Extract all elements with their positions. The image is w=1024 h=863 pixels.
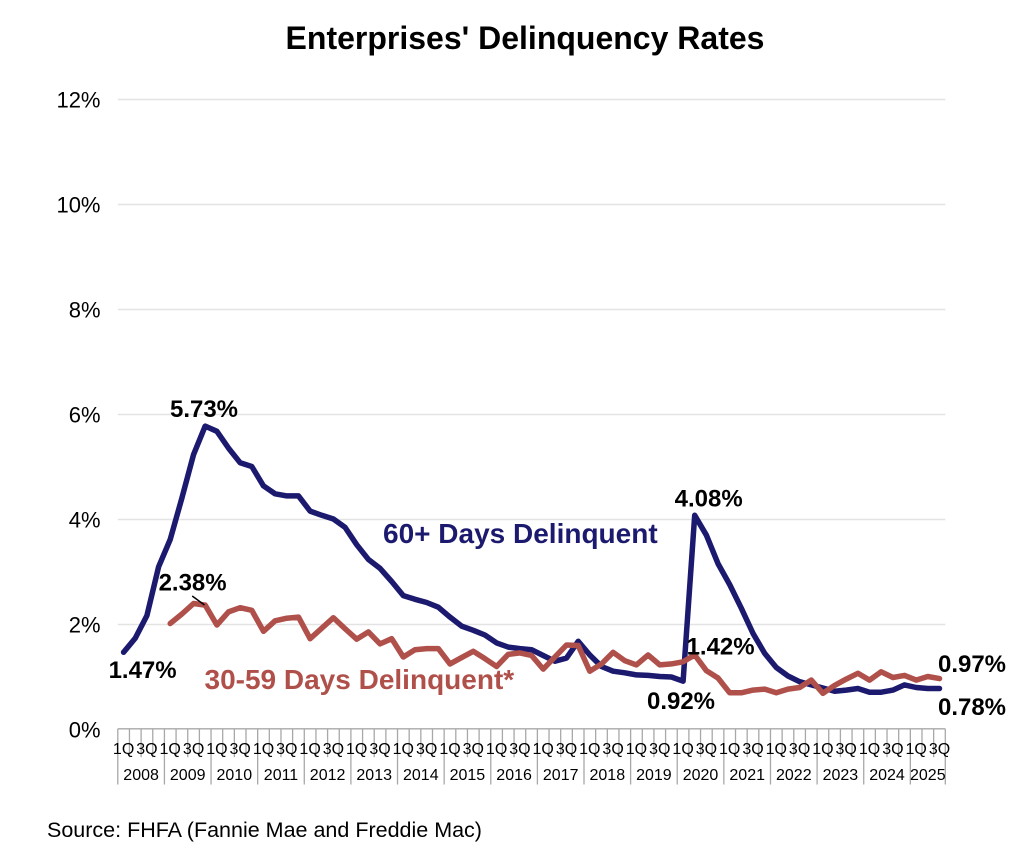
svg-text:4.08%: 4.08% xyxy=(675,486,743,513)
svg-text:2.38%: 2.38% xyxy=(159,570,227,597)
svg-text:2009: 2009 xyxy=(170,767,206,784)
svg-text:0.92%: 0.92% xyxy=(647,688,715,715)
svg-text:2023: 2023 xyxy=(823,767,859,784)
svg-text:2017: 2017 xyxy=(543,767,579,784)
svg-text:2025: 2025 xyxy=(910,767,946,784)
svg-text:3Q: 3Q xyxy=(230,741,251,758)
svg-text:5.73%: 5.73% xyxy=(170,396,238,423)
svg-text:2016: 2016 xyxy=(496,767,532,784)
svg-text:3Q: 3Q xyxy=(276,741,297,758)
svg-text:1Q: 1Q xyxy=(626,741,647,758)
svg-text:2022: 2022 xyxy=(776,767,812,784)
svg-text:3Q: 3Q xyxy=(416,741,437,758)
svg-text:1Q: 1Q xyxy=(766,741,787,758)
svg-text:1.42%: 1.42% xyxy=(687,634,755,661)
svg-text:3Q: 3Q xyxy=(882,741,903,758)
svg-text:2018: 2018 xyxy=(590,767,626,784)
svg-text:3Q: 3Q xyxy=(369,741,390,758)
svg-text:6%: 6% xyxy=(69,403,101,428)
svg-text:3Q: 3Q xyxy=(929,741,950,758)
svg-text:1.47%: 1.47% xyxy=(109,657,177,684)
svg-text:2015: 2015 xyxy=(450,767,486,784)
svg-text:3Q: 3Q xyxy=(556,741,577,758)
svg-text:1Q: 1Q xyxy=(906,741,927,758)
svg-text:3Q: 3Q xyxy=(323,741,344,758)
svg-text:1Q: 1Q xyxy=(346,741,367,758)
svg-text:3Q: 3Q xyxy=(136,741,157,758)
svg-text:Source: FHFA (Fannie Mae and F: Source: FHFA (Fannie Mae and Freddie Mac… xyxy=(47,818,482,842)
svg-text:1Q: 1Q xyxy=(393,741,414,758)
svg-text:1Q: 1Q xyxy=(533,741,554,758)
svg-text:2012: 2012 xyxy=(310,767,346,784)
svg-text:3Q: 3Q xyxy=(602,741,623,758)
svg-text:0.78%: 0.78% xyxy=(938,694,1006,721)
svg-text:12%: 12% xyxy=(56,88,100,113)
svg-text:1Q: 1Q xyxy=(486,741,507,758)
svg-text:3Q: 3Q xyxy=(742,741,763,758)
svg-text:1Q: 1Q xyxy=(859,741,880,758)
svg-text:3Q: 3Q xyxy=(509,741,530,758)
svg-text:3Q: 3Q xyxy=(836,741,857,758)
svg-text:1Q: 1Q xyxy=(160,741,181,758)
svg-text:2%: 2% xyxy=(69,613,101,638)
svg-text:1Q: 1Q xyxy=(439,741,460,758)
svg-text:1Q: 1Q xyxy=(672,741,693,758)
svg-text:4%: 4% xyxy=(69,508,101,533)
svg-text:2019: 2019 xyxy=(636,767,672,784)
svg-text:0%: 0% xyxy=(69,718,101,743)
svg-text:1Q: 1Q xyxy=(579,741,600,758)
svg-text:3Q: 3Q xyxy=(789,741,810,758)
svg-text:1Q: 1Q xyxy=(253,741,274,758)
svg-text:10%: 10% xyxy=(56,193,100,218)
svg-text:3Q: 3Q xyxy=(183,741,204,758)
svg-text:3Q: 3Q xyxy=(649,741,670,758)
svg-text:2021: 2021 xyxy=(729,767,765,784)
svg-text:3Q: 3Q xyxy=(696,741,717,758)
svg-text:1Q: 1Q xyxy=(719,741,740,758)
svg-text:2013: 2013 xyxy=(356,767,392,784)
svg-text:2011: 2011 xyxy=(264,767,299,784)
svg-text:3Q: 3Q xyxy=(463,741,484,758)
svg-text:1Q: 1Q xyxy=(113,741,134,758)
svg-text:1Q: 1Q xyxy=(299,741,320,758)
svg-text:30-59 Days Delinquent*: 30-59 Days Delinquent* xyxy=(205,664,515,695)
svg-text:1Q: 1Q xyxy=(812,741,833,758)
svg-text:Enterprises' Delinquency Rates: Enterprises' Delinquency Rates xyxy=(286,20,765,56)
svg-text:1Q: 1Q xyxy=(206,741,227,758)
svg-text:2008: 2008 xyxy=(123,767,159,784)
svg-text:60+ Days Delinquent: 60+ Days Delinquent xyxy=(383,518,658,549)
svg-text:2014: 2014 xyxy=(403,767,439,784)
svg-text:0.97%: 0.97% xyxy=(938,651,1006,678)
svg-text:2020: 2020 xyxy=(683,767,719,784)
svg-text:2010: 2010 xyxy=(217,767,253,784)
svg-text:8%: 8% xyxy=(69,298,101,323)
svg-text:2024: 2024 xyxy=(869,767,905,784)
